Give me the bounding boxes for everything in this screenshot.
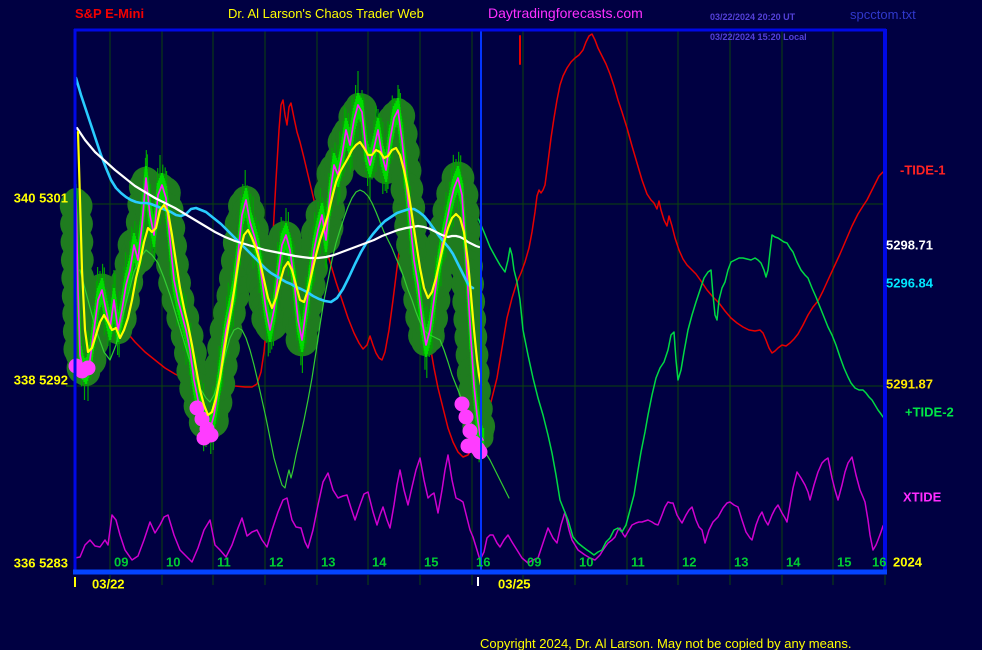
tide2-series — [477, 217, 884, 556]
data-filename: spcctom.txt — [850, 7, 916, 22]
hour-label-11: 12 — [682, 554, 697, 570]
hour-label-12: 13 — [734, 554, 749, 570]
timestamps: 03/22/2024 20:20 UT 03/22/2024 15:20 Loc… — [700, 2, 807, 52]
right-scale-label-3: 5291.87 — [886, 376, 933, 392]
right-scale-label-0: -TIDE-1 — [900, 162, 946, 178]
right-scale-label-5: XTIDE — [903, 489, 942, 505]
right-scale-label-6: 2024 — [893, 554, 922, 570]
hour-label-6: 15 — [424, 554, 439, 570]
right-scale-label-4: +TIDE-2 — [905, 404, 954, 420]
date-label-0: 03/22 — [92, 576, 125, 592]
hour-label-7: 16 — [476, 554, 491, 570]
symbol-label: S&P E-Mini — [75, 6, 145, 21]
timestamp-local: 03/22/2024 15:20 Local — [710, 32, 807, 42]
hour-label-10: 11 — [631, 554, 645, 570]
date-label-1: 03/25 — [498, 576, 531, 592]
yellow-ma-series — [76, 130, 483, 417]
buy-dots — [68, 358, 488, 460]
hour-label-3: 12 — [269, 554, 284, 570]
hour-label-2: 11 — [217, 554, 231, 570]
page-title: Dr. Al Larson's Chaos Trader Web — [228, 6, 424, 21]
hour-label-13: 14 — [786, 554, 801, 570]
hour-label-1: 10 — [166, 554, 181, 570]
timestamp-ut: 03/22/2024 20:20 UT — [710, 12, 796, 22]
copyright-notice: Copyright 2024, Dr. Al Larson. May not b… — [480, 636, 852, 650]
hour-label-8: 09 — [527, 554, 542, 570]
right-scale-label-2: 5296.84 — [886, 275, 933, 291]
right-scale-label-1: 5298.71 — [886, 237, 933, 253]
hour-label-15: 16 — [872, 554, 887, 570]
cyan-ma-series — [74, 76, 475, 304]
xtide-series — [74, 454, 886, 564]
price-line — [75, 104, 484, 441]
tide2-history — [79, 189, 510, 499]
left-price-label-2: 336 5283 — [13, 555, 68, 571]
hour-label-0: 09 — [114, 554, 129, 570]
hour-label-5: 14 — [372, 554, 387, 570]
hour-label-4: 13 — [321, 554, 336, 570]
tide1-series — [74, 33, 884, 458]
left-price-label-1: 338 5292 — [13, 372, 68, 388]
hour-label-9: 10 — [579, 554, 594, 570]
plot-frame — [73, 28, 887, 587]
site-link[interactable]: Daytradingforecasts.com — [488, 5, 643, 21]
left-price-label-0: 340 5301 — [13, 190, 68, 206]
hour-label-14: 15 — [837, 554, 852, 570]
